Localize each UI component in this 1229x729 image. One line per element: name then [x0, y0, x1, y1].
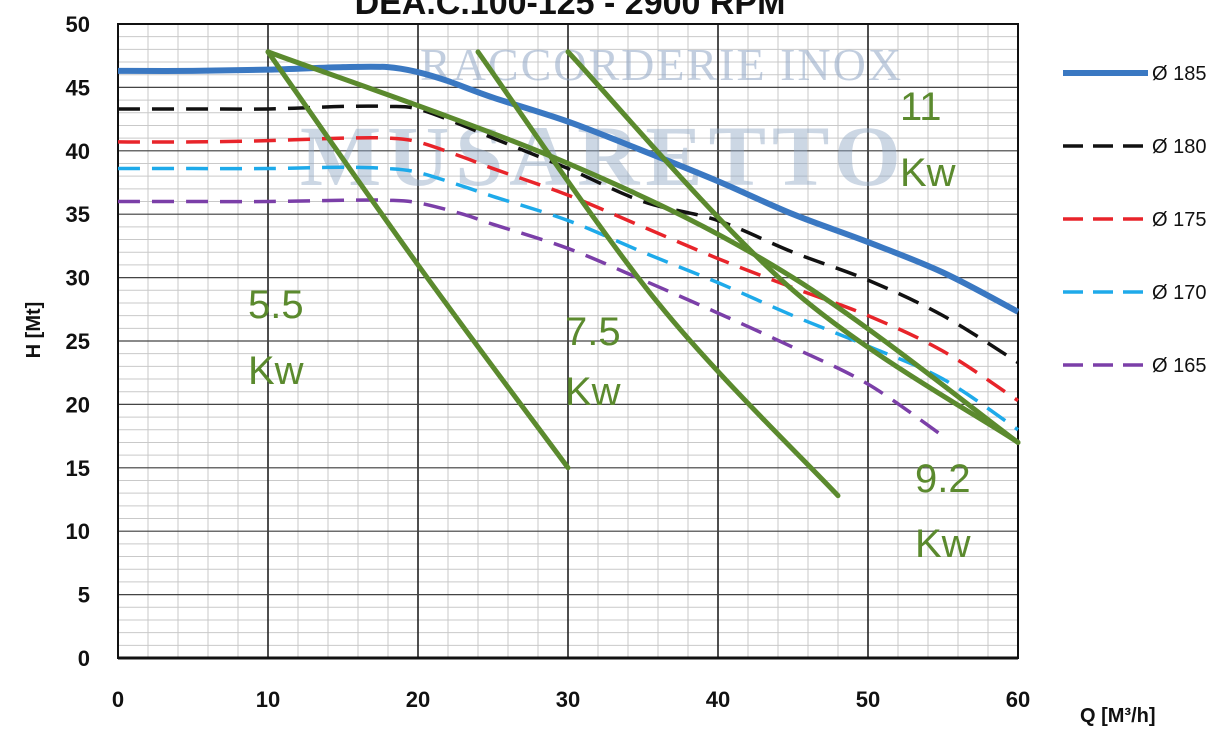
legend-label-0: Ø 185 [1152, 63, 1206, 85]
y-axis-label: H [Mt] [23, 302, 45, 359]
x-tick-label: 0 [112, 687, 124, 712]
x-axis-label: Q [M³/h] [1080, 705, 1156, 727]
series-line-0 [117, 63, 1020, 315]
power-label-value-1: 7.5 [565, 310, 621, 354]
y-tick-label: 10 [66, 519, 90, 544]
power-line-2 [565, 49, 1021, 445]
power-label-unit-2: Kw [915, 522, 971, 566]
y-tick-label: 25 [66, 329, 90, 354]
legend: Ø 185 Ø 180 Ø 175 Ø 170 Ø 165 [1063, 63, 1206, 377]
power-line-0 [265, 49, 571, 471]
legend-label-3: Ø 170 [1152, 282, 1206, 304]
watermark-brand-text: MUSARETTO [300, 108, 907, 204]
legend-label-2: Ø 175 [1152, 209, 1206, 231]
y-tick-label: 0 [78, 646, 90, 671]
chart-title: DEA.C.100-125 - 2900 RPM [355, 0, 786, 22]
series-line-2 [117, 135, 1019, 403]
y-tick-label: 15 [66, 456, 90, 481]
power-label-unit-0: Kw [248, 349, 304, 393]
y-tick-label: 50 [66, 12, 90, 37]
series-line-1 [118, 104, 1019, 365]
power-label-value-2: 9.2 [915, 457, 971, 501]
x-tick-label: 30 [556, 687, 580, 712]
y-tick-label: 5 [78, 583, 90, 608]
x-tick-label: 60 [1006, 687, 1030, 712]
power-label-unit-1: Kw [565, 370, 621, 414]
y-tick-label: 20 [66, 392, 90, 417]
series-line-3 [117, 165, 1019, 432]
y-tick-label: 35 [66, 202, 90, 227]
power-line-1 [475, 49, 841, 499]
x-tick-label: 40 [706, 687, 730, 712]
y-tick-label: 40 [66, 139, 90, 164]
legend-label-1: Ø 180 [1152, 136, 1206, 158]
x-tick-label: 10 [256, 687, 280, 712]
legend-label-4: Ø 165 [1152, 355, 1206, 377]
series-line-4 [118, 198, 944, 438]
x-tick-label: 50 [856, 687, 880, 712]
power-label-value-3: 11 [900, 85, 942, 129]
power-label-value-0: 5.5 [248, 283, 304, 327]
y-tick-label: 30 [66, 266, 90, 291]
power-label-unit-3: Kw [900, 151, 956, 195]
x-tick-label: 20 [406, 687, 430, 712]
y-tick-label: 45 [66, 75, 90, 100]
power-line-3 [265, 49, 1021, 445]
watermark-top-text: RACCORDERIE INOX [420, 39, 903, 90]
